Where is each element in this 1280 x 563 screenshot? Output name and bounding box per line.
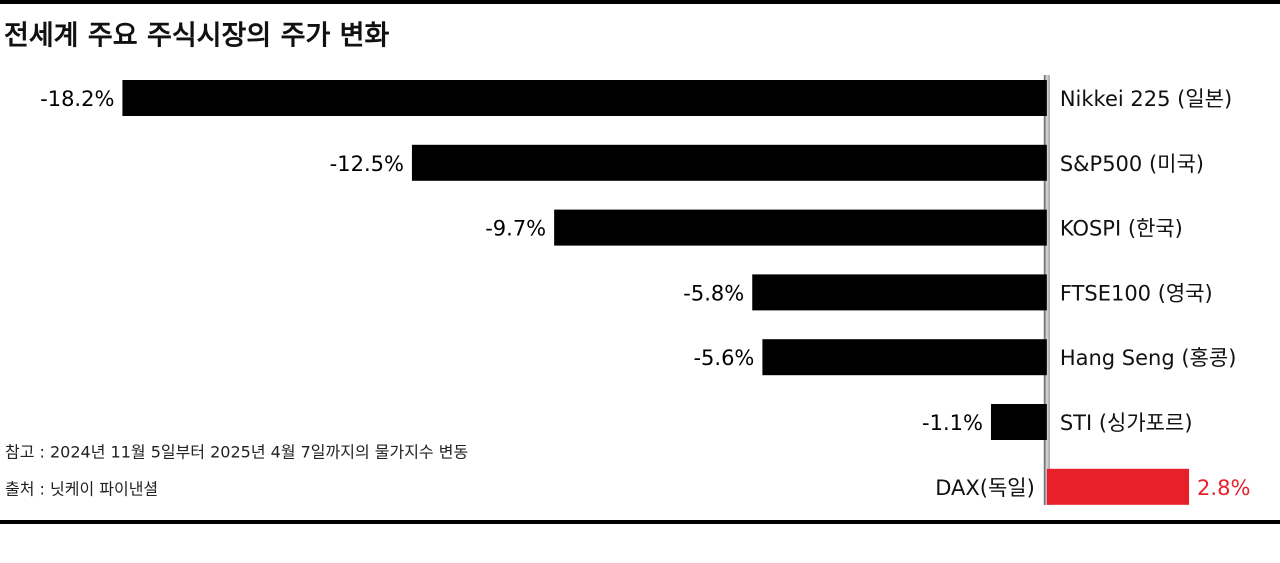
bar xyxy=(762,339,1047,376)
zero-line xyxy=(1043,75,1050,505)
bar xyxy=(411,144,1047,181)
category-label: Hang Seng (홍콩) xyxy=(1060,346,1237,370)
value-label: -1.1% xyxy=(922,411,983,435)
value-label: -12.5% xyxy=(330,152,404,176)
category-label: KOSPI (한국) xyxy=(1060,217,1183,241)
category-label: S&P500 (미국) xyxy=(1060,152,1204,176)
note: 참고 : 2024년 11월 5일부터 2025년 4월 7일까지의 물가지수 … xyxy=(5,443,468,462)
source: 출처 : 닛케이 파이낸셜 xyxy=(5,480,158,499)
category-label: Nikkei 225 (일본) xyxy=(1060,87,1232,111)
bar xyxy=(752,274,1047,311)
bottom-border xyxy=(0,520,1280,524)
chart-title: 전세계 주요 주식시장의 주가 변화 xyxy=(4,21,390,52)
bar xyxy=(554,209,1047,246)
value-label: -9.7% xyxy=(485,217,546,241)
value-label: -18.2% xyxy=(40,87,114,111)
value-label: -5.8% xyxy=(683,281,744,305)
top-border xyxy=(0,0,1280,4)
bar xyxy=(122,80,1047,116)
category-label: DAX(독일) xyxy=(935,476,1035,500)
category-label: STI (싱가포르) xyxy=(1060,411,1193,435)
value-label: -5.6% xyxy=(693,346,754,370)
category-label: FTSE100 (영국) xyxy=(1060,281,1213,305)
bar xyxy=(1046,468,1190,505)
bar xyxy=(990,404,1047,440)
value-label: 2.8% xyxy=(1197,476,1250,500)
